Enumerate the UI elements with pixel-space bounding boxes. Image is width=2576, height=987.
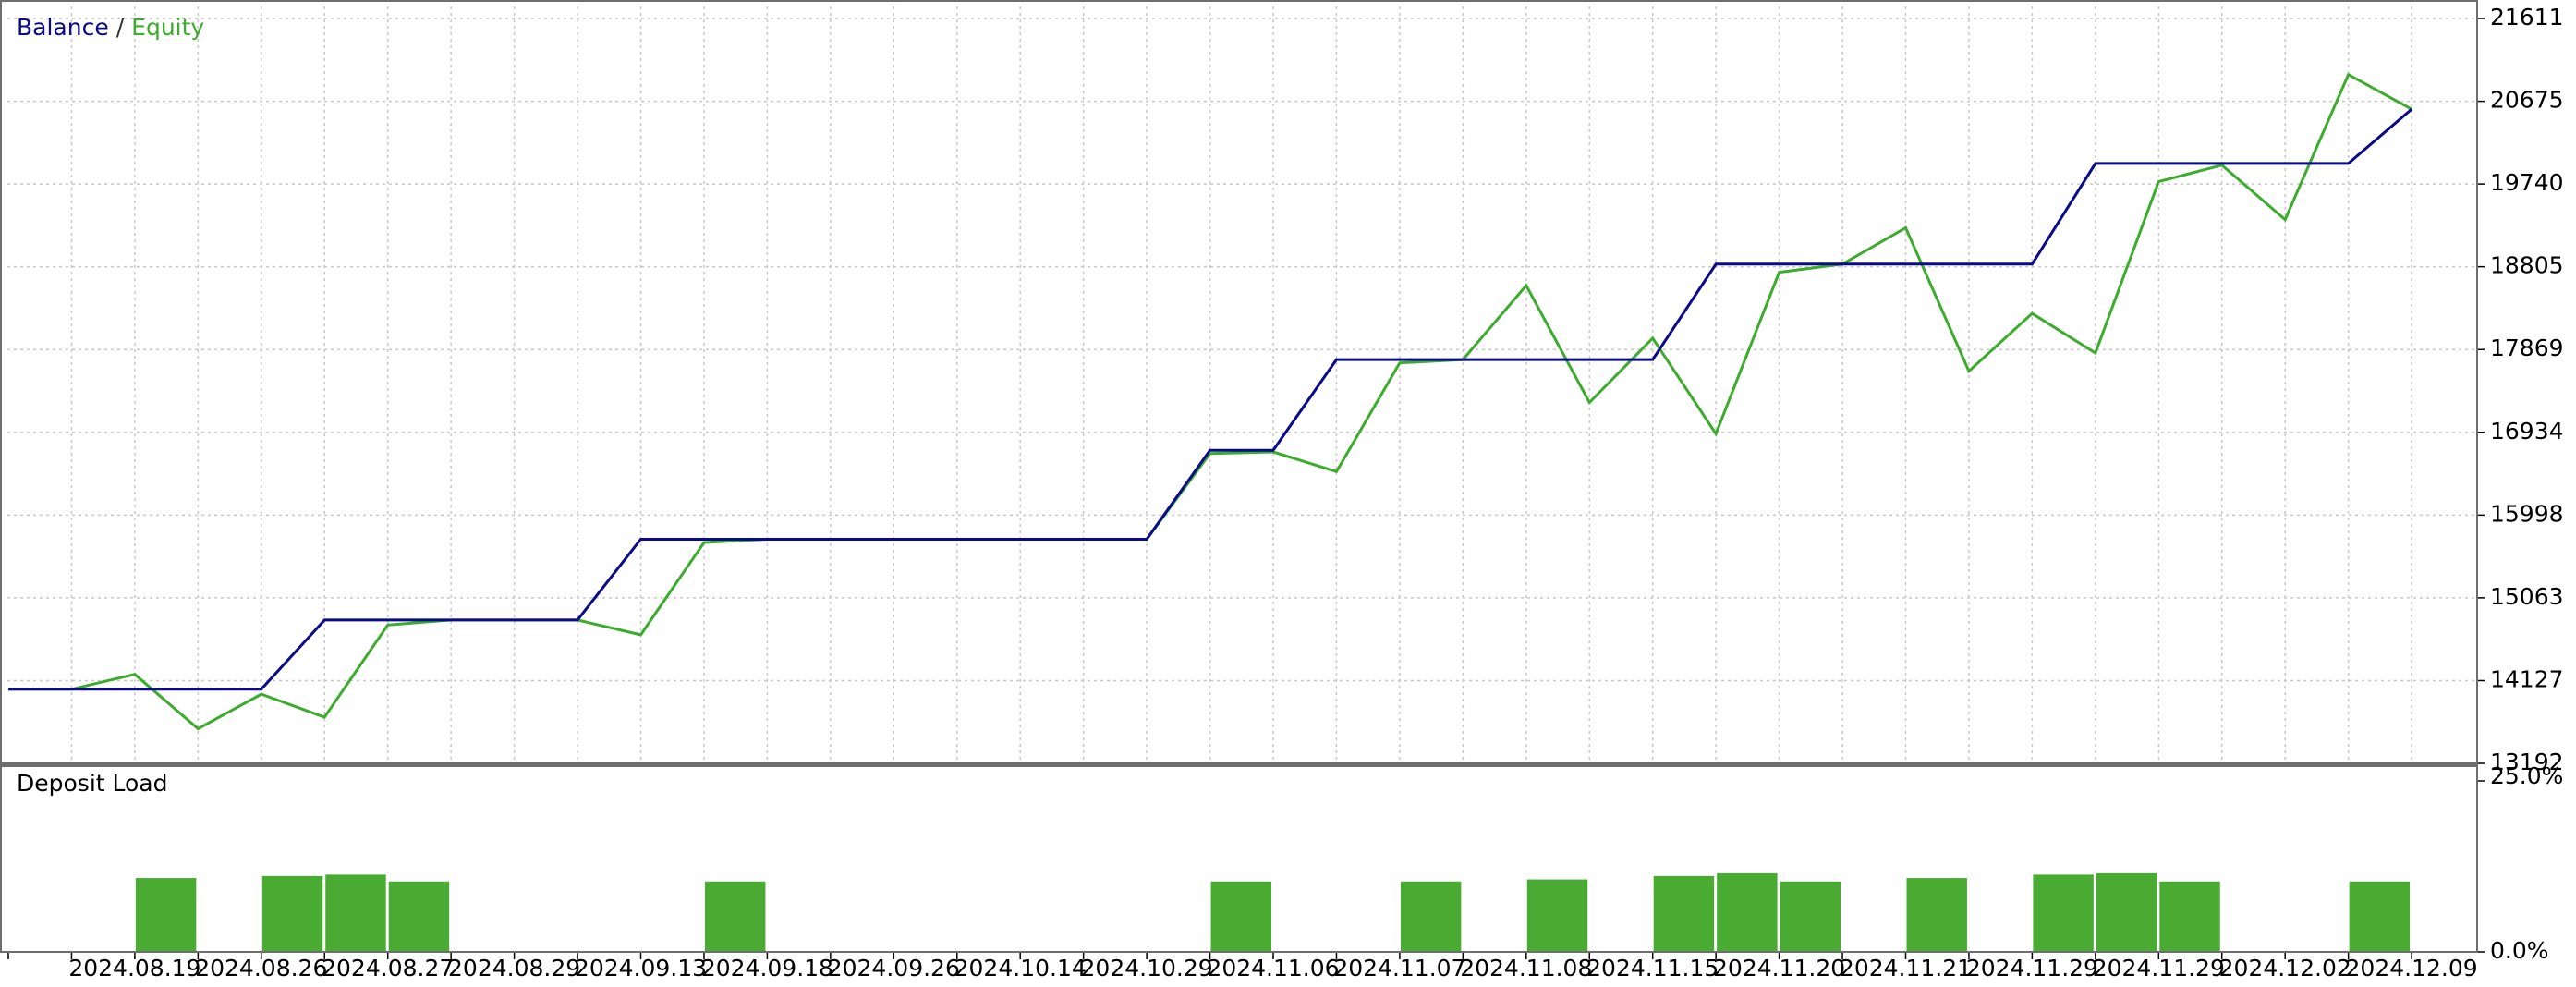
x-tick-label: 2024.08.29	[448, 955, 580, 981]
x-tick-label: 2024.11.20	[1713, 955, 1845, 981]
bar	[2349, 881, 2411, 952]
y-tick-label: 17869	[2490, 335, 2564, 361]
bar	[704, 881, 766, 952]
bar	[135, 878, 197, 952]
x-tick-label: 2024.11.15	[1586, 955, 1719, 981]
y-tick-label: 19740	[2490, 169, 2564, 196]
y-tick-label: 14127	[2490, 665, 2564, 692]
x-tick-label: 2024.11.08	[1460, 955, 1592, 981]
y-tick-label: 16934	[2490, 418, 2564, 445]
bar	[2033, 874, 2094, 952]
legend: Balance / Equity	[17, 14, 204, 41]
x-tick-label: 2024.10.29	[1081, 955, 1213, 981]
bar	[1906, 878, 1967, 952]
y-tick-label: 21611	[2490, 4, 2564, 30]
bar	[2096, 872, 2157, 952]
chart-frame	[0, 0, 2478, 953]
legend-separator: /	[116, 14, 125, 41]
bar	[1780, 881, 1841, 952]
y-tick-label: 18805	[2490, 252, 2564, 279]
x-tick-label: 2024.09.26	[828, 955, 960, 981]
y-tick-label: 15998	[2490, 500, 2564, 527]
bar	[1526, 879, 1588, 952]
bar	[2159, 881, 2220, 952]
y-tick-label: 0.0%	[2490, 937, 2549, 964]
series-line	[8, 107, 2413, 691]
bar	[261, 875, 323, 952]
y-tick-label: 20675	[2490, 87, 2564, 114]
legend-entry: Balance	[17, 14, 109, 41]
x-tick-label: 2024.12.02	[2219, 955, 2351, 981]
x-tick-label: 2024.11.29	[1966, 955, 2098, 981]
pane-title: Deposit Load	[17, 770, 168, 797]
bar	[1400, 881, 1462, 952]
x-tick-label: 2024.09.18	[701, 955, 833, 981]
x-tick-label: 2024.11.07	[1333, 955, 1465, 981]
legend-entry: Equity	[131, 14, 204, 41]
y-tick-label: 13192	[2490, 749, 2564, 775]
bar	[1210, 881, 1271, 952]
bar	[325, 874, 386, 952]
x-tick-label: 2024.08.26	[195, 955, 327, 981]
x-tick-label: 2024.11.29	[2093, 955, 2225, 981]
y-tick-label: 25.0%	[2490, 762, 2563, 789]
plot-area	[7, 6, 2477, 763]
bar	[388, 881, 450, 952]
bar	[1653, 875, 1715, 952]
x-tick-label: 2024.12.09	[2346, 955, 2478, 981]
x-tick-label: 2024.11.21	[1840, 955, 1972, 981]
x-tick-label: 2024.09.13	[575, 955, 707, 981]
series-line	[8, 72, 2412, 731]
y-tick-label: 15063	[2490, 583, 2564, 610]
x-tick-label: 2024.08.19	[68, 955, 200, 981]
x-tick-label: 2024.10.14	[954, 955, 1087, 981]
x-tick-label: 2024.08.27	[322, 955, 454, 981]
bar	[1717, 872, 1778, 952]
x-tick-label: 2024.11.06	[1207, 955, 1339, 981]
